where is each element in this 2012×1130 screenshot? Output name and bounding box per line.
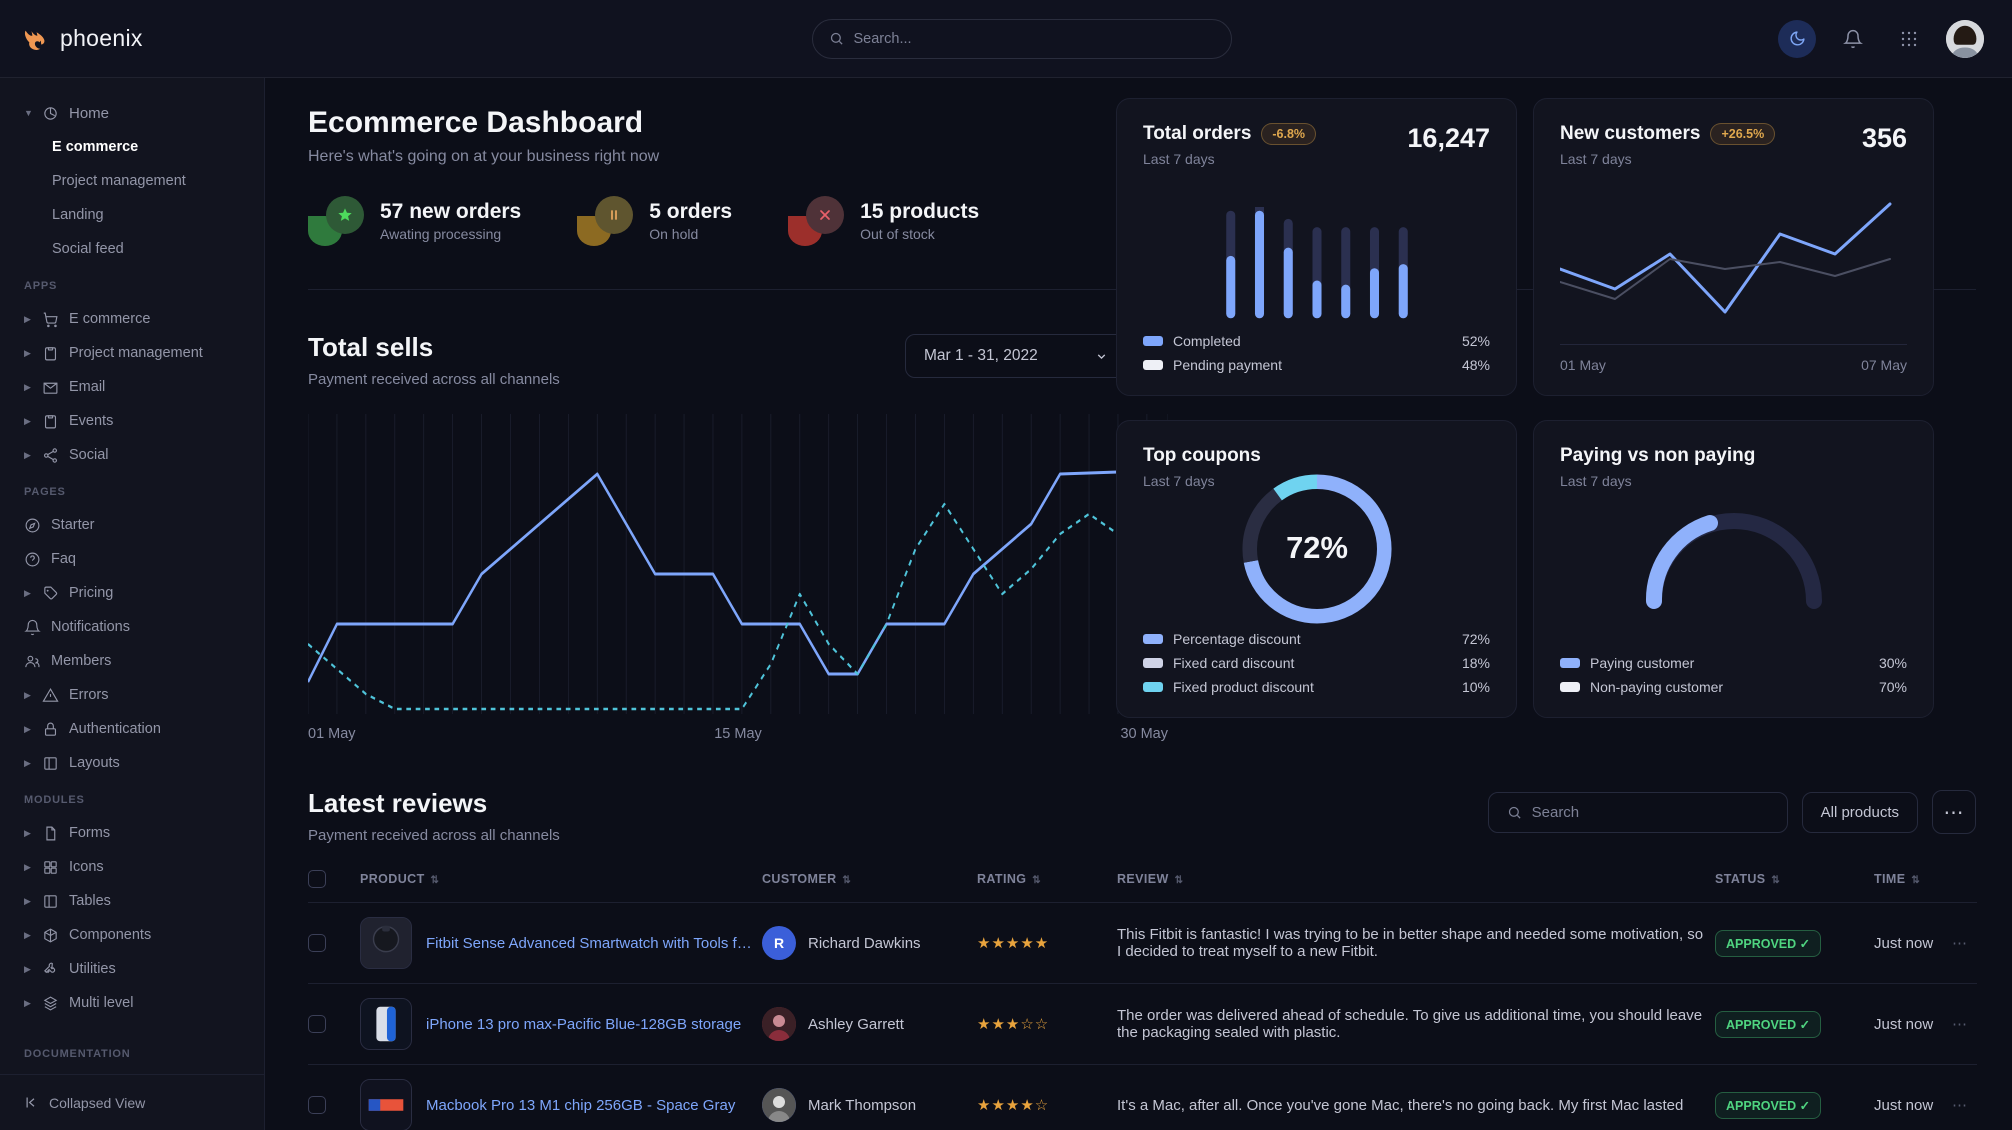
svg-text:72%: 72% [1286, 530, 1348, 565]
